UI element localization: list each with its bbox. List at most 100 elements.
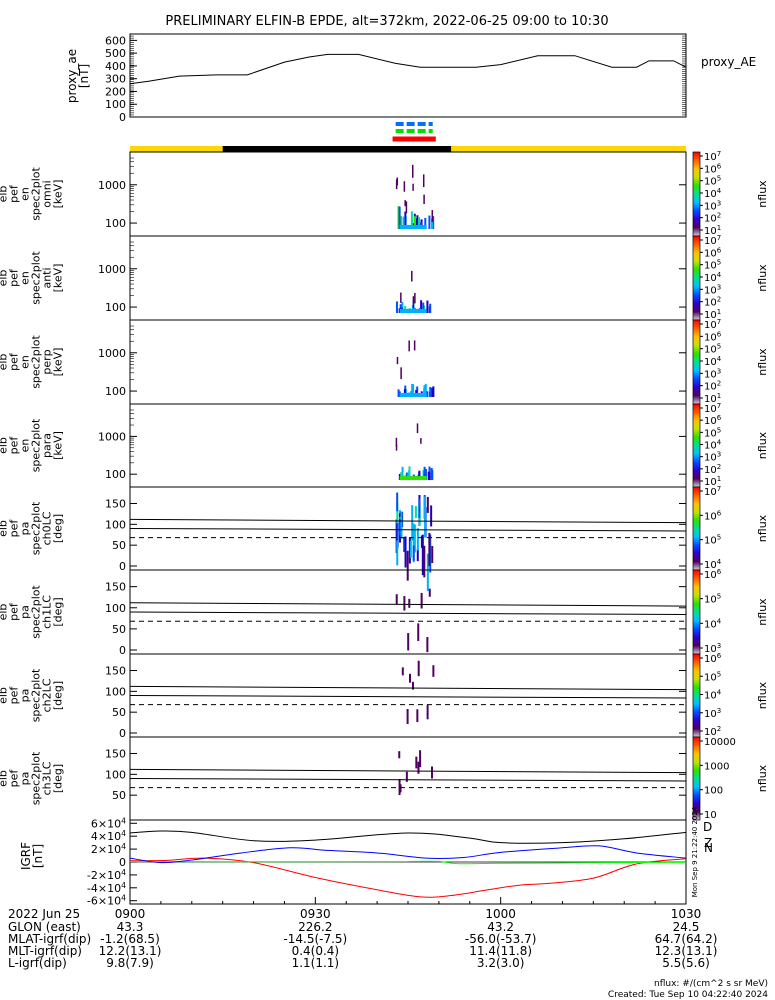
spec-cbar-label-exp: 1 xyxy=(717,224,721,232)
spec-ylabel-line: spec2plot xyxy=(30,751,43,805)
spec-cbar-label: 107 xyxy=(704,402,721,415)
spec-ytick-label: 50 xyxy=(112,623,126,636)
spec-ylabel-line: [deg] xyxy=(52,764,65,793)
spec-cbar-label-base: 10 xyxy=(704,428,717,439)
spec-cbar-title: nflux xyxy=(756,764,769,792)
spec-cbar-label: 103 xyxy=(704,283,721,296)
spec-pixel xyxy=(421,534,424,576)
spec-frame xyxy=(129,151,687,237)
spec-cbar-label-base: 10 xyxy=(704,570,717,581)
orbit-bar xyxy=(130,146,686,152)
spec-ylabel-line: pef xyxy=(8,268,21,287)
spec-cbar-title: nflux xyxy=(756,180,769,208)
spec-cbar-title: nflux xyxy=(756,681,769,709)
footer-value: -1.2(68.5) xyxy=(100,932,160,946)
spec-cbar-label-exp: 2 xyxy=(717,296,721,304)
spec-cbar-label: 104 xyxy=(704,558,722,571)
spec-pixel xyxy=(431,218,434,229)
spec-cbar-label-base: 10 xyxy=(704,654,717,665)
spec-pixel xyxy=(412,296,415,309)
spec-pixel xyxy=(431,387,434,397)
spec-cbar-label-base: 10000 xyxy=(704,737,736,748)
spec-pixel xyxy=(399,308,427,313)
spec-ylabel-line: ch1LC xyxy=(41,595,54,629)
spec-pixel xyxy=(395,444,398,451)
spec-cbar-label-exp: 3 xyxy=(717,283,721,291)
spec-pixel xyxy=(423,194,425,205)
spec-ylabel-line: elb xyxy=(0,354,10,371)
plot-title: PRELIMINARY ELFIN-B EPDE, alt=372km, 202… xyxy=(165,14,608,29)
spec-cbar-label-base: 10 xyxy=(704,487,717,498)
spec-cbar-title: nflux xyxy=(756,348,769,376)
spec-cbar-label-exp: 5 xyxy=(717,343,721,351)
spec-pixel xyxy=(416,423,419,434)
spec-ylabel-line: spec2plot xyxy=(30,501,43,555)
igrf-ytick-label-exp: 4 xyxy=(121,842,126,851)
spec-cbar-label: 1000 xyxy=(704,761,729,772)
spec-pixel xyxy=(422,302,425,313)
igrf-panel: -6×104-4×104-2×10402×1044×1046×104IGRF[n… xyxy=(19,806,713,908)
spec-ylabel-line: ch0LC xyxy=(41,511,54,545)
spec-pixel xyxy=(400,367,402,380)
spec-pixel xyxy=(424,383,427,397)
spec-panel-0: 1001000elbpefenspec2plotomni[keV]1011021… xyxy=(0,150,769,237)
spec-cbar-label-base: 10 xyxy=(704,152,717,163)
spec-cbar-label-exp: 6 xyxy=(717,246,722,254)
spec-ylabel-line: elb xyxy=(0,270,10,287)
ae-series-line xyxy=(129,53,687,85)
spec-pixel xyxy=(404,200,406,207)
spec-cbar-label-base: 10 xyxy=(704,357,717,368)
spec-pixel xyxy=(397,206,400,229)
spec-cbar-label: 105 xyxy=(704,175,721,188)
spec-pixel xyxy=(417,660,420,677)
igrf-line-N xyxy=(129,860,687,865)
anti-loss-cone-line xyxy=(129,528,687,532)
spec-pixel xyxy=(404,211,407,229)
spec-cbar-label-base: 10 xyxy=(704,709,717,720)
spec-pixel xyxy=(408,673,411,683)
spec-cbar-label-base: 10 xyxy=(704,691,717,702)
spec-pixel xyxy=(395,301,398,313)
igrf-ylabel-line1: IGRF xyxy=(19,842,33,870)
spec-pixel xyxy=(396,356,399,365)
spec-pixel xyxy=(403,596,406,611)
footer-value: 12.2(13.1) xyxy=(99,944,162,958)
spec-ylabel-line: elb xyxy=(0,520,10,537)
spec-ytick-label: 100 xyxy=(105,768,126,781)
spec-pixel xyxy=(411,384,414,397)
spec-panel-5: 050100150elbpefpaspec2plotch1LC[deg]1031… xyxy=(0,568,769,657)
spec-cbar-label-base: 10 xyxy=(704,189,717,200)
igrf-ytick-label-base: -4×10 xyxy=(87,882,121,895)
spec-pixel xyxy=(426,637,429,653)
spec-cbar-label: 103 xyxy=(704,642,721,655)
spec-ylabel-line: omni xyxy=(41,180,54,207)
footer-value: 1030 xyxy=(671,907,702,921)
spec-cbar-label-base: 10 xyxy=(704,369,717,380)
spec-pixel xyxy=(400,292,402,303)
anti-loss-cone-line xyxy=(129,778,687,782)
spec-cbar-label-exp: 1 xyxy=(717,392,721,400)
spec-cbar-label-exp: 4 xyxy=(717,187,722,195)
spec-cbar-label: 107 xyxy=(704,234,721,247)
spec-colorbar xyxy=(692,235,701,321)
ae-ytick-label: 300 xyxy=(105,73,126,86)
spec-pixel xyxy=(416,386,419,397)
footer-value: 1.1(1.1) xyxy=(292,956,340,970)
spec-cbar-label: 105 xyxy=(704,534,721,547)
spec-cbar-label-base: 1000 xyxy=(704,761,729,772)
spec-colorbar xyxy=(692,736,701,821)
spec-cbar-label: 106 xyxy=(704,162,722,175)
spec-cbar-label: 101 xyxy=(704,392,721,405)
spec-ylabel-line: spec2plot xyxy=(30,251,43,305)
spec-ylabel-line: spec2plot xyxy=(30,585,43,639)
spec-cbar-label-exp: 1 xyxy=(717,308,721,316)
spec-ylabel: elbpefpaspec2plotch1LC[deg] xyxy=(0,585,65,639)
spec-cbar-label-exp: 3 xyxy=(717,367,721,375)
spec-pixel xyxy=(418,498,421,519)
spec-ylabel-line: [deg] xyxy=(52,597,65,626)
spec-ylabel: elbpefpaspec2plotch0LC[deg] xyxy=(0,501,65,555)
spec-cbar-label-exp: 4 xyxy=(717,355,722,363)
spec-panel-2: 1001000elbpefenspec2plotperp[keV]1011021… xyxy=(0,318,769,405)
spec-cbar-label: 105 xyxy=(704,593,721,606)
spec-cbar-label-exp: 5 xyxy=(717,593,721,601)
